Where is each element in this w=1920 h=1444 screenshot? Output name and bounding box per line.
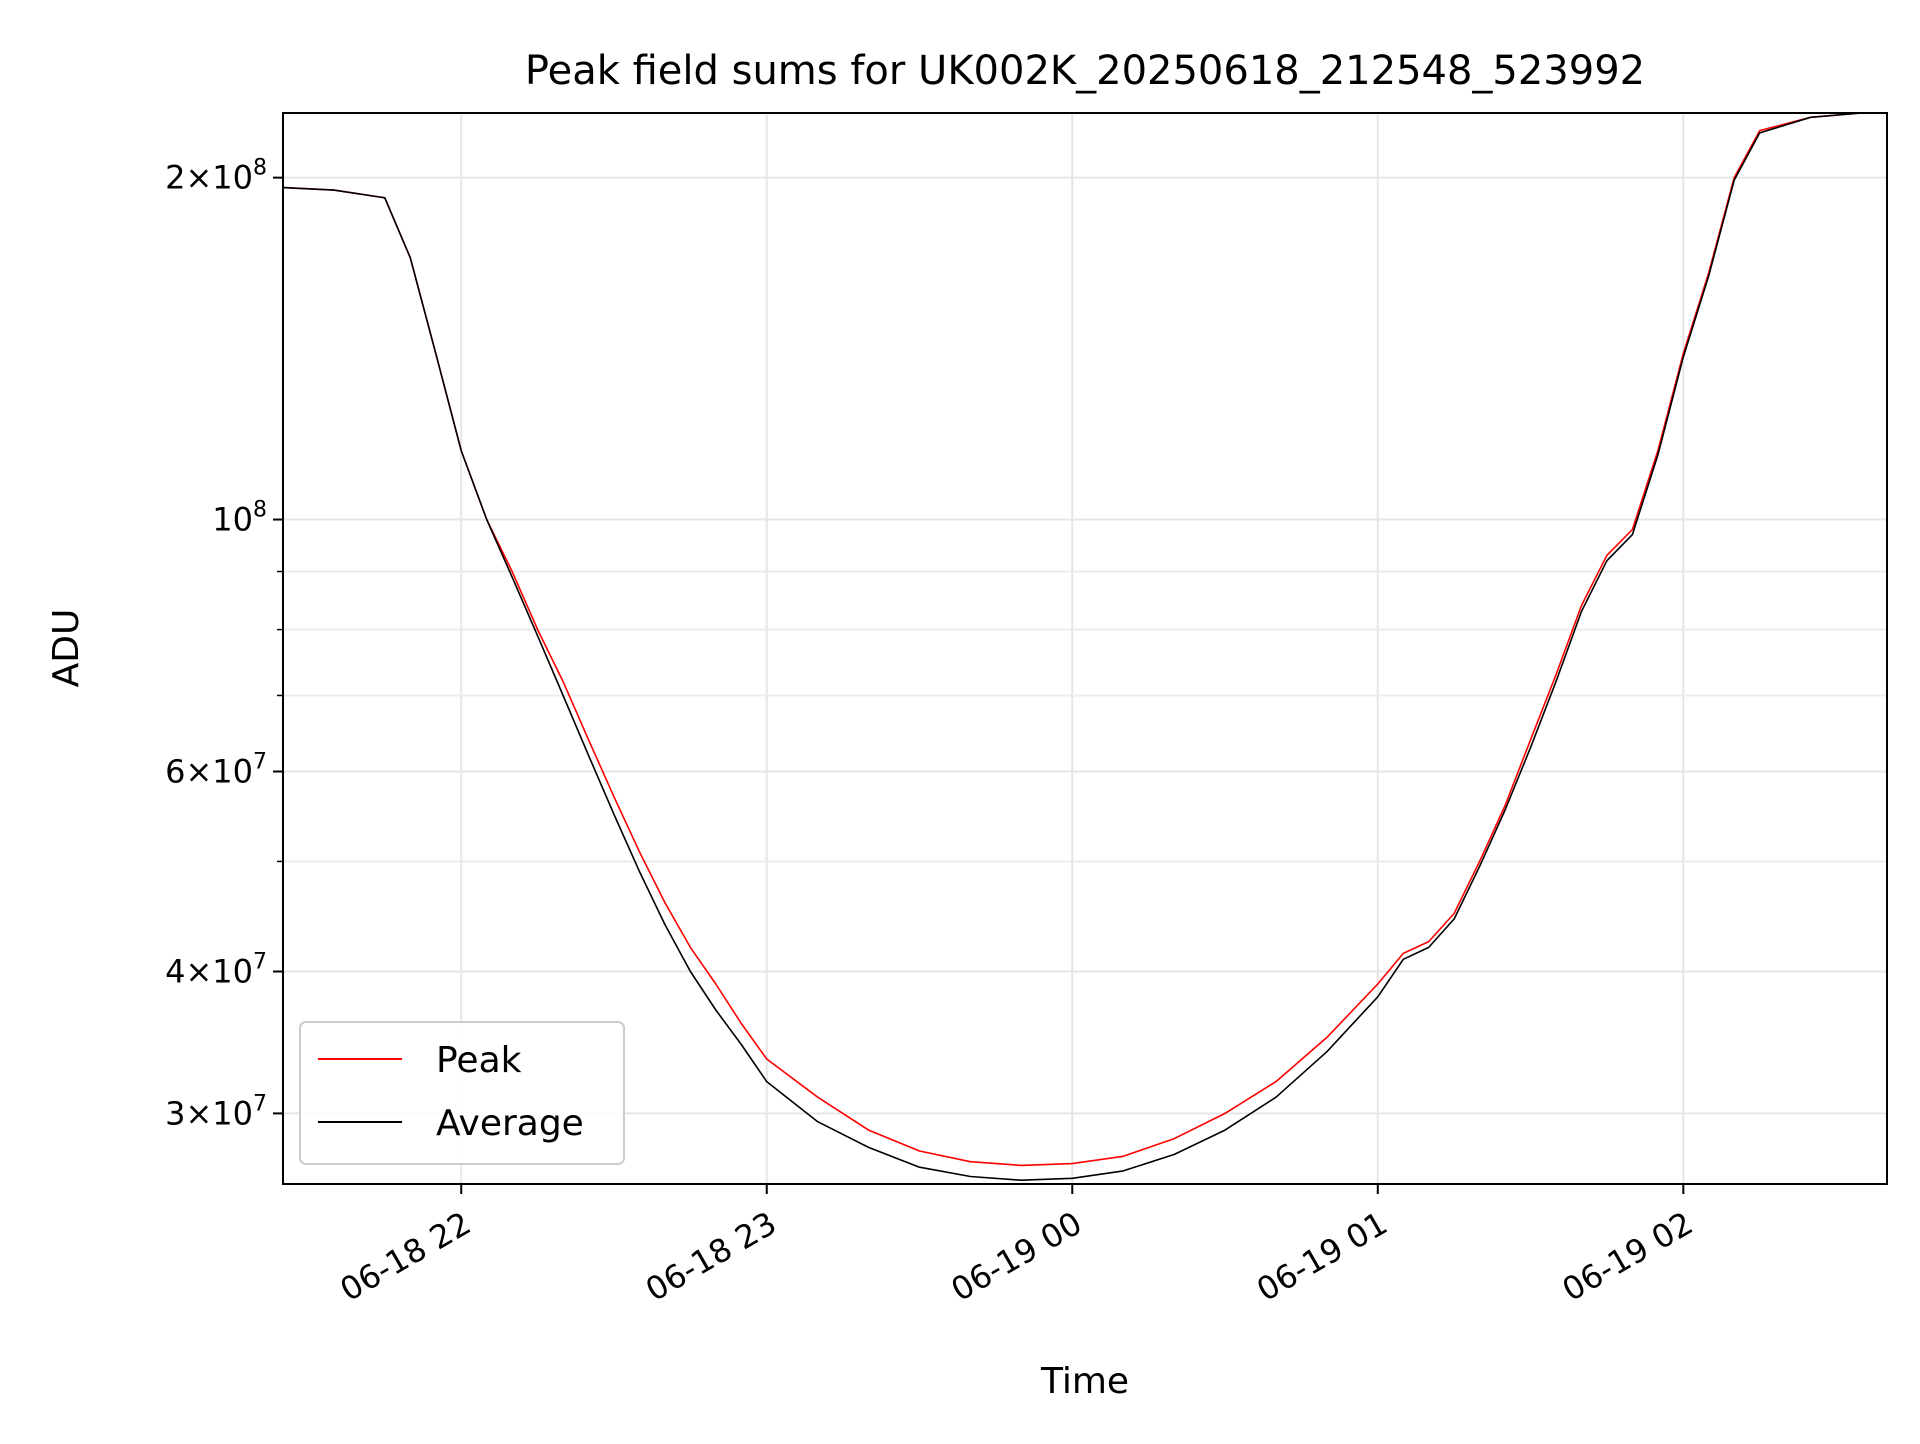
x-axis-label: Time <box>1040 1361 1129 1402</box>
series-lines <box>282 112 1862 1181</box>
y-axis-label: ADU <box>46 609 87 688</box>
y-tick-label: 4×107 <box>165 950 267 991</box>
y-tick-label: 6×107 <box>165 750 267 791</box>
series-line-peak <box>282 112 1862 1167</box>
legend-label-peak: Peak <box>436 1040 522 1081</box>
y-tick-label: 3×107 <box>165 1091 267 1132</box>
legend-box <box>299 1021 625 1165</box>
axes-frame <box>282 112 1888 1185</box>
legend-label-average: Average <box>436 1103 584 1144</box>
chart-title: Peak field sums for UK002K_20250618_2125… <box>525 48 1645 94</box>
legend: Peak Average <box>299 1021 625 1165</box>
y-tick-label: 2×108 <box>165 156 267 197</box>
series-line-average <box>282 112 1862 1181</box>
